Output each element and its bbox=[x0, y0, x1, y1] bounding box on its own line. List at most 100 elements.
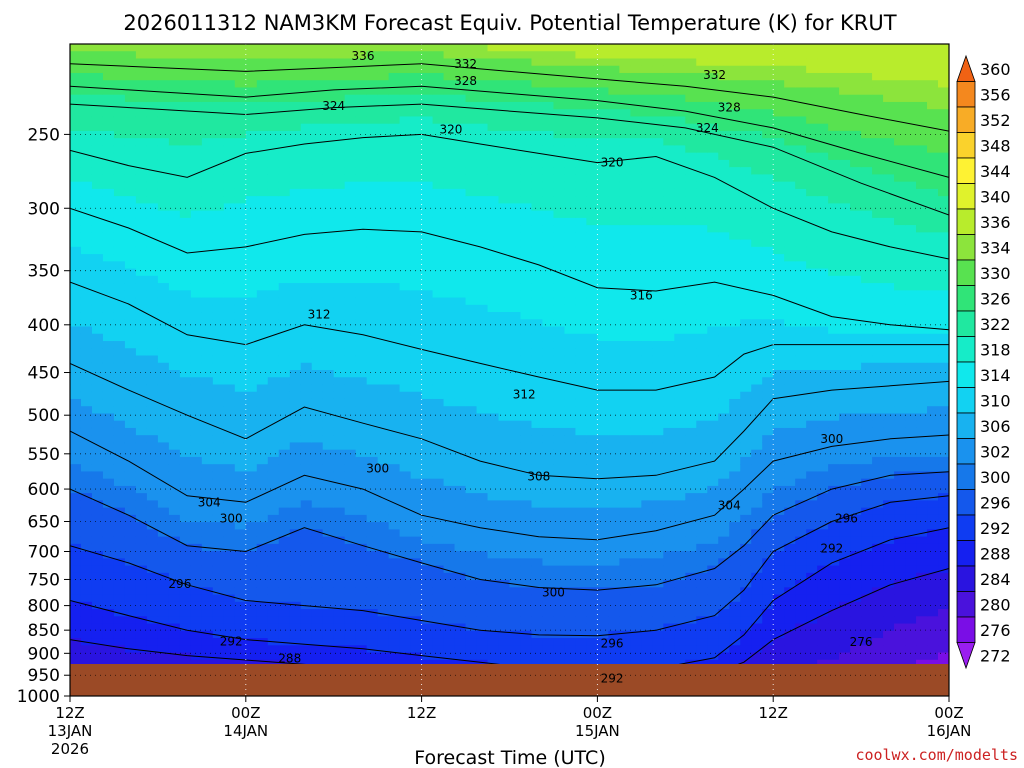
field-cell bbox=[388, 341, 401, 349]
field-cell bbox=[344, 442, 357, 451]
field-cell bbox=[333, 645, 346, 654]
field-cell bbox=[498, 478, 511, 487]
field-cell bbox=[135, 326, 148, 335]
field-cell bbox=[201, 471, 214, 480]
field-cell bbox=[168, 413, 181, 422]
field-cell bbox=[355, 572, 368, 581]
field-cell bbox=[80, 478, 93, 487]
field-cell bbox=[619, 116, 631, 125]
field-cell bbox=[399, 420, 412, 429]
field-cell bbox=[388, 297, 401, 306]
field-cell bbox=[410, 536, 423, 545]
field-cell bbox=[113, 217, 126, 226]
field-cell bbox=[311, 543, 324, 552]
field-cell bbox=[586, 355, 598, 364]
field-cell bbox=[597, 522, 609, 530]
field-cell bbox=[113, 196, 126, 204]
field-cell bbox=[630, 326, 642, 335]
field-cell bbox=[289, 58, 302, 67]
field-cell bbox=[256, 210, 269, 219]
field-cell bbox=[663, 493, 675, 501]
field-cell bbox=[399, 384, 412, 393]
field-cell bbox=[476, 297, 489, 306]
field-cell bbox=[619, 398, 631, 407]
field-cell bbox=[619, 167, 631, 175]
field-cell bbox=[289, 514, 302, 523]
field-cell bbox=[509, 377, 522, 386]
field-cell bbox=[366, 188, 379, 197]
field-cell bbox=[278, 210, 291, 219]
field-cell bbox=[179, 377, 192, 386]
field-cell bbox=[311, 80, 324, 89]
field-cell bbox=[124, 500, 137, 509]
field-cell bbox=[179, 72, 192, 81]
field-cell bbox=[388, 145, 401, 154]
field-cell bbox=[70, 232, 82, 241]
field-cell bbox=[135, 80, 148, 89]
field-cell bbox=[212, 464, 225, 473]
field-cell bbox=[70, 246, 82, 255]
field-cell bbox=[322, 232, 335, 241]
field-cell bbox=[377, 246, 390, 255]
field-cell bbox=[608, 551, 620, 559]
field-cell bbox=[520, 456, 533, 465]
field-cell bbox=[113, 594, 126, 603]
field-cell bbox=[322, 109, 335, 118]
field-cell bbox=[234, 348, 247, 357]
field-cell bbox=[168, 616, 181, 625]
field-cell bbox=[212, 659, 225, 668]
field-cell bbox=[454, 645, 467, 654]
field-cell bbox=[388, 377, 401, 386]
field-cell bbox=[476, 312, 489, 320]
field-cell bbox=[80, 304, 93, 313]
field-cell bbox=[575, 116, 588, 125]
field-cell bbox=[278, 145, 291, 154]
field-cell bbox=[597, 594, 609, 603]
field-cell bbox=[366, 645, 379, 654]
field-cell bbox=[168, 210, 181, 219]
field-cell bbox=[113, 449, 126, 458]
field-cell bbox=[454, 58, 467, 67]
field-cell bbox=[300, 130, 313, 139]
field-cell bbox=[630, 507, 642, 516]
field-cell bbox=[124, 630, 137, 639]
field-cell bbox=[267, 601, 280, 610]
field-cell bbox=[542, 522, 555, 530]
field-cell bbox=[267, 652, 280, 661]
field-cell bbox=[355, 152, 368, 161]
field-cell bbox=[102, 348, 115, 357]
field-cell bbox=[597, 485, 609, 494]
field-cell bbox=[80, 275, 93, 284]
field-cell bbox=[542, 130, 555, 139]
field-cell bbox=[201, 587, 214, 596]
field-cell bbox=[454, 145, 467, 154]
field-cell bbox=[146, 420, 159, 429]
field-cell bbox=[542, 239, 555, 248]
field-cell bbox=[201, 239, 214, 248]
field-cell bbox=[509, 427, 522, 436]
field-cell bbox=[641, 587, 653, 596]
field-cell bbox=[553, 101, 566, 110]
field-cell bbox=[267, 268, 280, 277]
field-cell bbox=[421, 101, 434, 110]
field-cell bbox=[355, 659, 368, 668]
field-cell bbox=[619, 413, 631, 422]
field-cell bbox=[399, 246, 412, 255]
field-cell bbox=[146, 536, 159, 545]
field-cell bbox=[410, 319, 423, 328]
field-cell bbox=[630, 44, 642, 52]
field-cell bbox=[465, 210, 478, 219]
field-cell bbox=[113, 406, 126, 415]
field-cell bbox=[91, 580, 104, 588]
field-cell bbox=[322, 58, 335, 67]
field-cell bbox=[135, 398, 148, 407]
field-cell bbox=[663, 65, 675, 74]
field-cell bbox=[212, 565, 225, 574]
field-cell bbox=[399, 413, 412, 422]
field-cell bbox=[575, 565, 588, 574]
field-cell bbox=[179, 261, 192, 270]
field-cell bbox=[322, 326, 335, 335]
field-cell bbox=[487, 616, 500, 625]
field-cell bbox=[234, 254, 247, 262]
field-cell bbox=[432, 246, 445, 255]
